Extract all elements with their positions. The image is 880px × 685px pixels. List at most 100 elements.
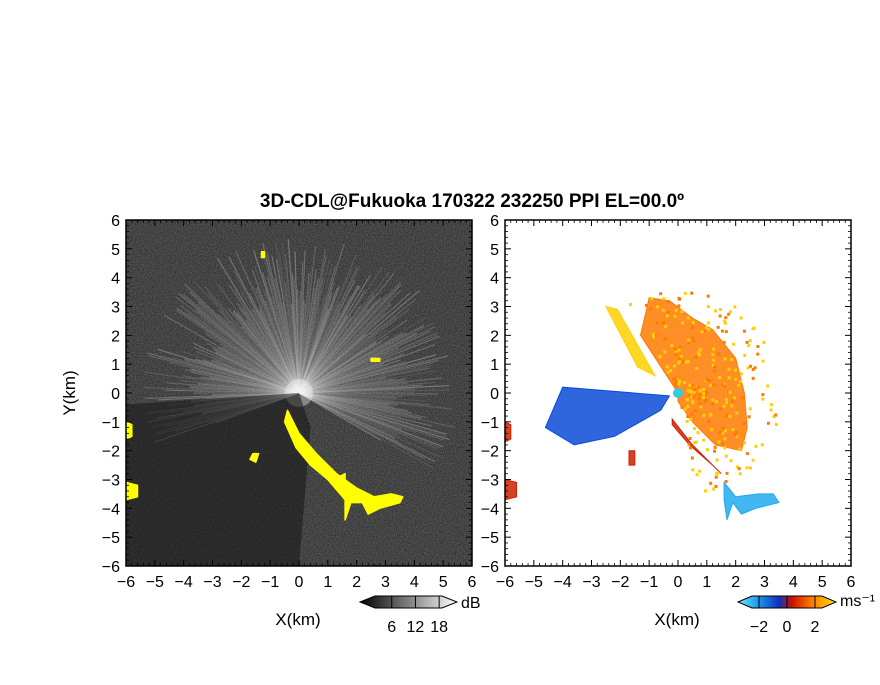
intensity-y-tick-label: 6 (111, 213, 120, 230)
velocity-speckle (653, 333, 657, 337)
velocity-speckle (743, 441, 747, 445)
intensity-ray (264, 300, 300, 394)
velocity-speckle (672, 377, 676, 381)
intensity-ray (165, 389, 300, 394)
velocity-y-tick-label: −4 (481, 501, 499, 518)
velocity-speckle (727, 312, 731, 316)
velocity-speckle (651, 332, 655, 336)
velocity-speckle (766, 384, 770, 388)
intensity-ray (232, 309, 300, 394)
velocity-speckle (723, 357, 727, 361)
intensity-ray (298, 392, 397, 399)
velocity-speckle (697, 353, 701, 357)
velocity-speckle (690, 395, 694, 399)
intensity-ray (298, 272, 310, 394)
intensity-ray (254, 266, 300, 394)
velocity-y-tick-label: −5 (481, 530, 499, 547)
intensity-x-tick-label: 4 (410, 574, 419, 591)
intensity-x-tick-label: 1 (323, 574, 332, 591)
intensity-ray (298, 285, 361, 394)
intensity-ray (253, 249, 300, 394)
intensity-ray (298, 392, 428, 419)
intensity-ray (270, 296, 300, 394)
velocity-speckle (738, 447, 742, 451)
velocity-speckle (693, 409, 697, 413)
intensity-ray (290, 303, 300, 394)
velocity-speckle (724, 397, 728, 401)
intensity-axes: −6 −5 −4 −3 −2 −1 0 1 2 3 4 5 6 −6 −5 −4 −3 −2 −1 0 1 2 3 4 5 6 (102, 213, 477, 591)
velocity-speckle (706, 321, 710, 325)
intensity-colorbar-tick-label: 12 (407, 619, 425, 636)
velocity-speckle (713, 365, 717, 369)
intensity-ray (298, 305, 335, 394)
velocity-x-tick-label: −1 (640, 574, 658, 591)
velocity-speckle (702, 438, 706, 442)
intensity-ray (211, 392, 300, 396)
intensity-ray (298, 336, 376, 394)
intensity-ray (298, 274, 372, 394)
velocity-speckle (661, 308, 665, 312)
velocity-speckle (687, 341, 691, 345)
velocity-speckle (709, 481, 713, 485)
intensity-ray (147, 352, 300, 394)
velocity-speckle (692, 427, 696, 431)
intensity-x-tick-label: −2 (232, 574, 250, 591)
velocity-speckle (700, 330, 704, 334)
intensity-ray (291, 273, 300, 394)
velocity-x-tick-label: 1 (702, 574, 711, 591)
velocity-speckle (748, 407, 752, 411)
velocity-speckle (696, 431, 700, 435)
velocity-speckle (712, 358, 716, 362)
intensity-ray (228, 256, 300, 394)
intensity-ray (298, 392, 436, 463)
intensity-ray (184, 368, 300, 394)
intensity-ray (262, 242, 300, 394)
intensity-ray (195, 358, 300, 394)
velocity-region (723, 480, 780, 521)
intensity-ray (298, 392, 381, 441)
velocity-speckle (704, 489, 708, 493)
intensity-ray (298, 392, 435, 470)
intensity-ray (298, 359, 439, 394)
intensity-ray (298, 325, 425, 394)
velocity-y-tick-label: 0 (490, 386, 499, 403)
intensity-ray (298, 243, 345, 394)
velocity-speckle (733, 368, 737, 372)
velocity-speckle (702, 413, 706, 417)
velocity-speckle (714, 309, 718, 313)
intensity-ray (298, 315, 348, 394)
velocity-region (628, 450, 636, 466)
velocity-y-tick-label: 1 (490, 357, 499, 374)
velocity-speckle (728, 390, 732, 394)
intensity-ray (187, 312, 300, 394)
intensity-ray (293, 276, 300, 394)
velocity-speckle (713, 369, 717, 373)
velocity-speckle (691, 325, 695, 329)
velocity-speckle (688, 389, 692, 393)
intensity-y-tick-label: 0 (111, 386, 120, 403)
velocity-speckle (769, 403, 773, 407)
velocity-speckle (743, 353, 747, 357)
velocity-speckle (721, 426, 725, 430)
figure-title: 3D-CDL@Fukuoka 170322 232250 PPI EL=00.0… (260, 191, 684, 212)
velocity-speckle (702, 329, 706, 333)
intensity-ray (298, 335, 440, 394)
intensity-echo-region (126, 481, 139, 501)
intensity-ray (298, 303, 391, 394)
intensity-ray (298, 303, 306, 394)
intensity-ray (298, 392, 402, 439)
intensity-ray (298, 334, 438, 394)
intensity-ray (298, 392, 443, 459)
intensity-ray (275, 242, 300, 394)
velocity-speckle (698, 469, 702, 473)
velocity-speckle (729, 310, 733, 314)
velocity-speckle (687, 338, 691, 342)
velocity-speckle (659, 292, 663, 296)
intensity-ray (298, 392, 402, 431)
intensity-ray (298, 392, 422, 419)
velocity-speckle (711, 402, 715, 406)
velocity-speckle (774, 413, 778, 417)
intensity-ray (298, 378, 396, 394)
intensity-ray (298, 392, 398, 435)
velocity-speckle (628, 303, 632, 307)
